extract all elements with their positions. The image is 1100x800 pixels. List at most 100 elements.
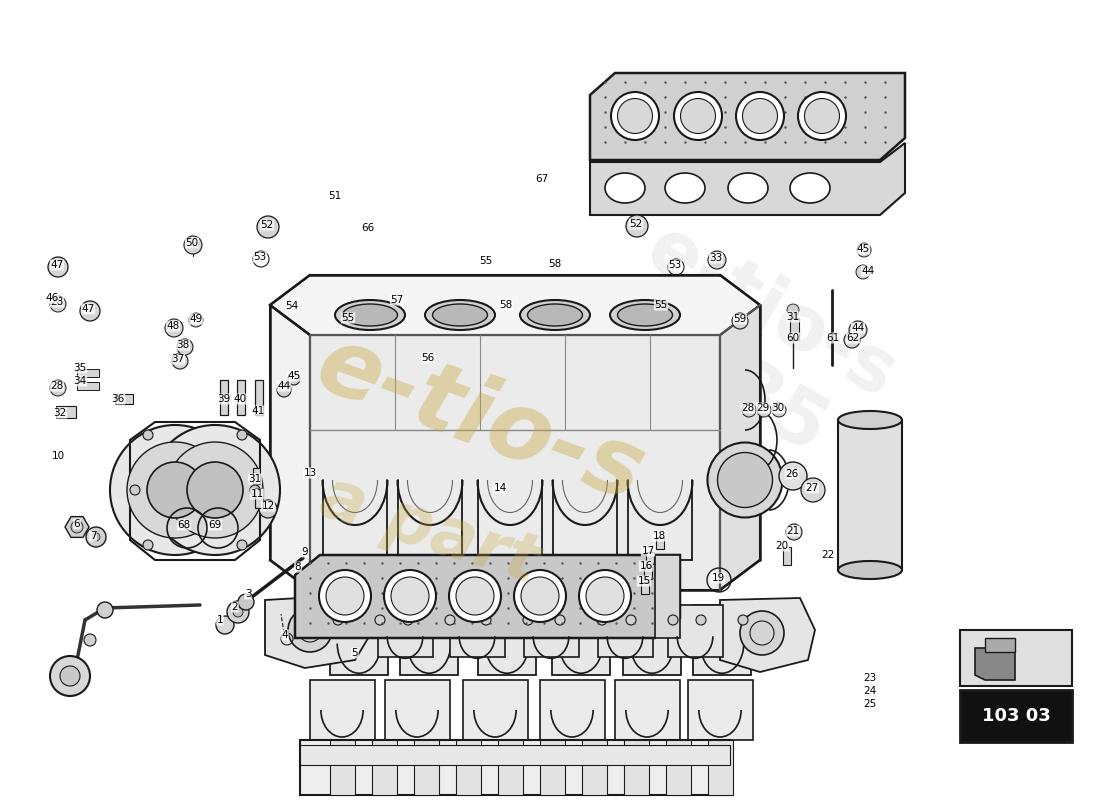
Text: 27: 27 <box>805 483 818 493</box>
Text: 58: 58 <box>549 259 562 269</box>
Circle shape <box>187 462 243 518</box>
Text: 32: 32 <box>54 408 67 418</box>
Bar <box>582 740 607 795</box>
Polygon shape <box>310 680 375 740</box>
Ellipse shape <box>521 577 559 615</box>
Circle shape <box>522 615 534 625</box>
Text: 2: 2 <box>232 602 239 612</box>
Circle shape <box>446 615 455 625</box>
Ellipse shape <box>838 561 902 579</box>
Text: 4: 4 <box>282 630 288 640</box>
Circle shape <box>277 383 292 397</box>
Bar <box>414 740 439 795</box>
Text: 15: 15 <box>637 576 650 586</box>
Polygon shape <box>330 605 388 675</box>
Text: 23: 23 <box>864 673 877 683</box>
Bar <box>220 380 228 415</box>
Polygon shape <box>385 680 450 740</box>
Bar <box>783 547 791 565</box>
Circle shape <box>48 257 68 277</box>
Text: 25: 25 <box>864 699 877 709</box>
Circle shape <box>288 608 332 652</box>
Bar <box>646 552 654 564</box>
Ellipse shape <box>336 300 405 330</box>
Bar <box>960 690 1072 742</box>
Polygon shape <box>623 605 681 675</box>
Text: 11: 11 <box>251 489 264 499</box>
Bar <box>255 380 263 415</box>
Circle shape <box>126 442 223 538</box>
Ellipse shape <box>456 577 494 615</box>
Ellipse shape <box>617 98 652 134</box>
Ellipse shape <box>326 577 364 615</box>
Circle shape <box>50 380 66 396</box>
Circle shape <box>626 615 636 625</box>
Bar <box>116 394 133 404</box>
Circle shape <box>597 615 607 625</box>
Circle shape <box>786 524 802 540</box>
Circle shape <box>250 485 260 495</box>
Text: 21: 21 <box>786 526 800 536</box>
Text: 55: 55 <box>341 313 354 323</box>
Ellipse shape <box>742 98 778 134</box>
Circle shape <box>165 319 183 337</box>
Polygon shape <box>270 305 310 590</box>
Circle shape <box>708 251 726 269</box>
Bar <box>56 406 76 418</box>
Polygon shape <box>668 605 723 657</box>
Bar <box>77 369 99 377</box>
Circle shape <box>177 339 192 355</box>
Polygon shape <box>975 648 1015 680</box>
Circle shape <box>288 373 300 385</box>
Text: 36: 36 <box>111 394 124 404</box>
Ellipse shape <box>610 300 680 330</box>
Circle shape <box>857 243 871 257</box>
Polygon shape <box>720 598 815 672</box>
Text: 51: 51 <box>329 191 342 201</box>
Text: 45: 45 <box>857 244 870 254</box>
Polygon shape <box>65 517 89 538</box>
Bar <box>656 537 664 549</box>
Bar <box>372 740 397 795</box>
Ellipse shape <box>717 453 772 507</box>
Ellipse shape <box>707 442 782 518</box>
Ellipse shape <box>319 570 371 622</box>
Text: e-tio-s: e-tio-s <box>304 318 656 522</box>
Circle shape <box>786 304 799 316</box>
Text: 6: 6 <box>74 519 80 529</box>
Text: 48: 48 <box>166 321 179 331</box>
Circle shape <box>92 533 100 541</box>
Polygon shape <box>590 73 905 160</box>
Circle shape <box>189 313 204 327</box>
Ellipse shape <box>728 173 768 203</box>
Text: 3: 3 <box>244 589 251 599</box>
Polygon shape <box>378 605 433 657</box>
Ellipse shape <box>666 173 705 203</box>
Text: 17: 17 <box>641 546 654 556</box>
Bar <box>300 740 730 795</box>
Circle shape <box>97 602 113 618</box>
Text: 14: 14 <box>494 483 507 493</box>
Ellipse shape <box>425 300 495 330</box>
Bar <box>330 740 355 795</box>
Circle shape <box>72 521 82 533</box>
Ellipse shape <box>798 92 846 140</box>
Text: 45: 45 <box>287 371 300 381</box>
Text: 46: 46 <box>45 293 58 303</box>
Polygon shape <box>838 420 902 570</box>
Circle shape <box>844 332 860 348</box>
Ellipse shape <box>610 92 659 140</box>
Circle shape <box>801 478 825 502</box>
Ellipse shape <box>528 304 583 326</box>
Polygon shape <box>693 605 751 675</box>
Circle shape <box>333 615 343 625</box>
Ellipse shape <box>681 98 715 134</box>
Text: 28: 28 <box>741 403 755 413</box>
Text: 31: 31 <box>249 474 262 484</box>
Polygon shape <box>295 555 680 638</box>
Text: 44: 44 <box>277 381 290 391</box>
Circle shape <box>227 601 249 623</box>
Circle shape <box>50 296 66 312</box>
Text: 12: 12 <box>262 501 275 511</box>
Circle shape <box>779 462 807 490</box>
